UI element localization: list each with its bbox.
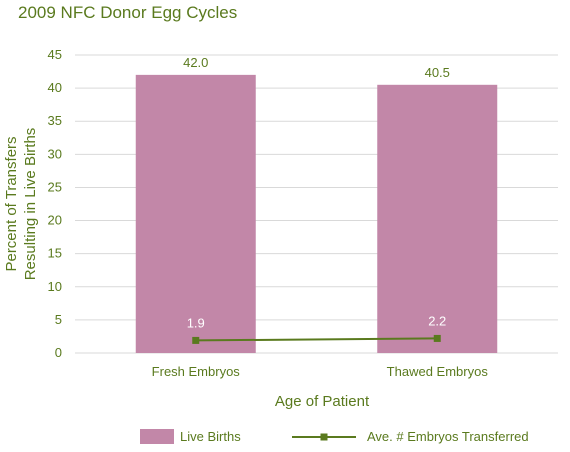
line-path xyxy=(195,337,438,342)
line-data-label: 1.9 xyxy=(187,315,205,330)
bar-data-labels: 42.0 40.5 xyxy=(183,55,450,80)
y-tick-label: 20 xyxy=(48,213,62,228)
x-axis-title: Age of Patient xyxy=(275,393,370,410)
bar xyxy=(135,74,256,353)
legend-swatch-live-births xyxy=(140,429,174,444)
y-tick-label: 35 xyxy=(48,113,62,128)
bar-data-label: 42.0 xyxy=(183,55,208,70)
bar xyxy=(377,84,498,354)
line-series: 1.9 2.2 xyxy=(187,313,446,344)
y-tick-label: 5 xyxy=(55,312,62,327)
x-category-label: Fresh Embryos xyxy=(152,364,241,379)
legend-swatch-marker xyxy=(320,433,328,441)
y-tick-label: 40 xyxy=(48,80,62,95)
bar-series xyxy=(135,74,498,354)
x-category-label: Thawed Embryos xyxy=(387,364,489,379)
y-axis-title-line: Resulting in Live Births xyxy=(22,128,39,281)
legend-label-live-births: Live Births xyxy=(180,429,241,444)
y-tick-label: 25 xyxy=(48,179,62,194)
y-axis-title-line: Percent of Transfers xyxy=(3,136,20,271)
y-tick-label: 30 xyxy=(48,146,62,161)
chart-title: 2009 NFC Donor Egg Cycles xyxy=(18,3,237,22)
line-data-label: 2.2 xyxy=(428,313,446,328)
legend: Live Births Ave. # Embryos Transferred xyxy=(140,429,529,444)
line-marker xyxy=(433,334,441,342)
y-tick-label: 15 xyxy=(48,246,62,261)
y-axis-title: Percent of Transfers Resulting in Live Bi… xyxy=(3,128,39,281)
bar-data-label: 40.5 xyxy=(425,65,450,80)
line-marker xyxy=(192,336,200,344)
y-tick-label: 10 xyxy=(48,279,62,294)
x-axis-categories: Fresh Embryos Thawed Embryos xyxy=(152,364,489,379)
legend-label-embryos: Ave. # Embryos Transferred xyxy=(367,429,529,444)
y-axis-ticks: 0 5 10 15 20 25 30 35 40 45 xyxy=(48,47,62,360)
y-tick-label: 0 xyxy=(55,345,62,360)
y-tick-label: 45 xyxy=(48,47,62,62)
